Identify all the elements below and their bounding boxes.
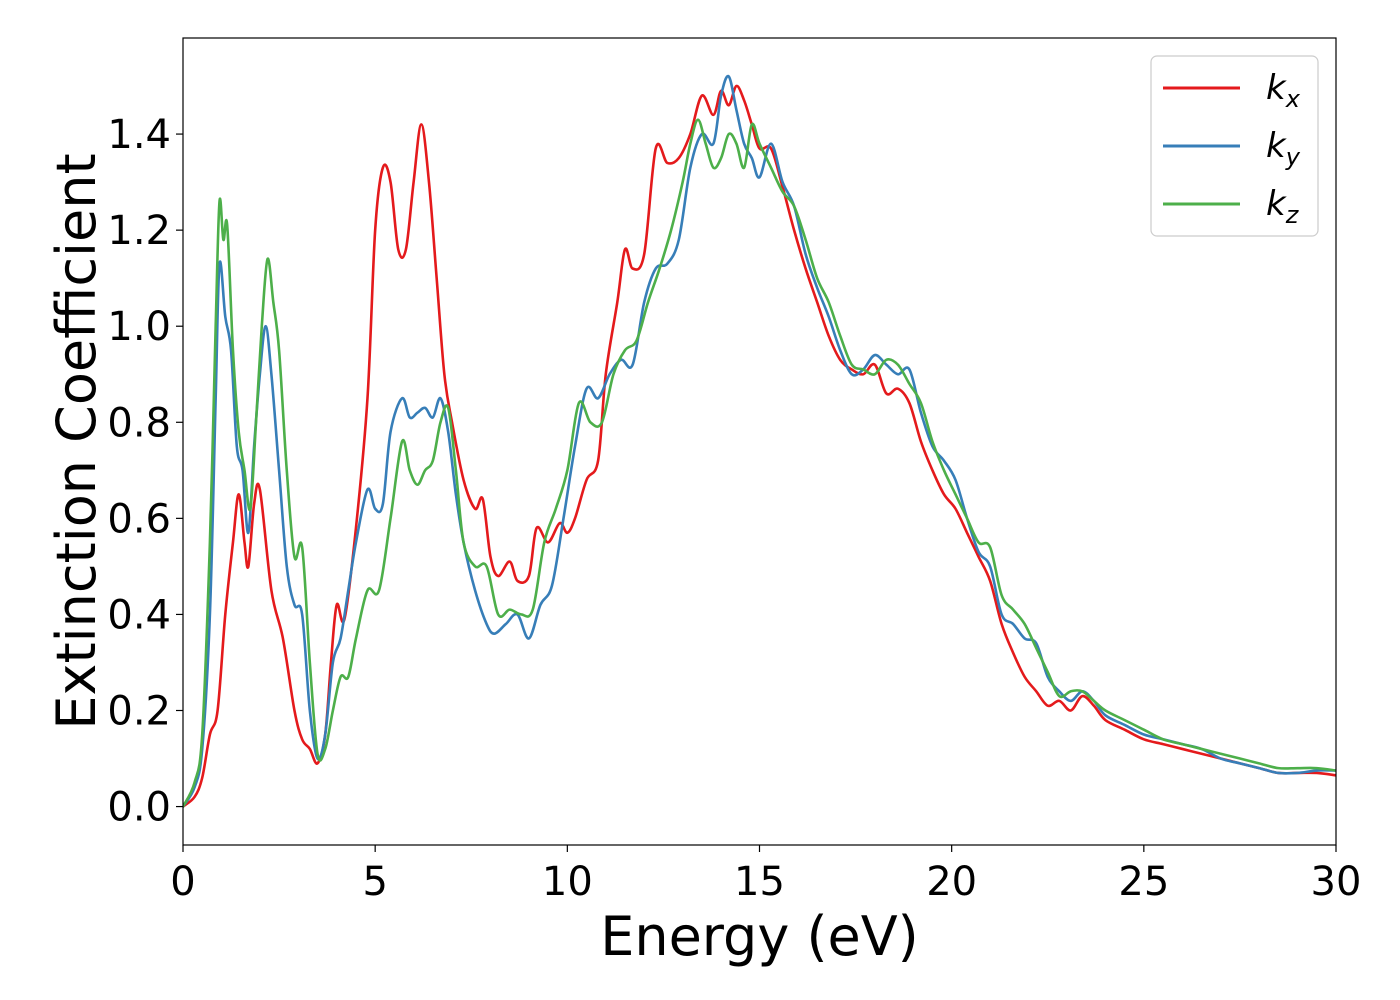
y-tick-label: 1.0 (107, 304, 171, 350)
y-tick-label: 0.0 (107, 785, 171, 831)
legend-label: ky (1266, 126, 1301, 171)
x-tick-label: 10 (542, 859, 593, 905)
x-tick-label: 20 (926, 859, 977, 905)
x-tick-label: 5 (362, 859, 387, 905)
series-layer (183, 74, 1336, 808)
x-tick-label: 15 (734, 859, 785, 905)
legend-label: kx (1266, 68, 1301, 113)
y-axis-title: Extinction Coefficient (45, 153, 108, 729)
legend: kx ky kz (1150, 55, 1319, 237)
x-tick-label: 30 (1311, 859, 1362, 905)
series-line-ky (183, 74, 1336, 808)
series-line-kz (183, 118, 1336, 808)
y-tick-label: 1.4 (107, 112, 171, 158)
y-tick-label: 0.4 (107, 592, 171, 638)
y-tick-label: 0.8 (107, 400, 171, 446)
x-axis-title: Energy (eV) (600, 905, 919, 968)
y-tick-label: 1.2 (107, 208, 171, 254)
x-tick-label: 0 (170, 859, 195, 905)
y-tick-label: 0.6 (107, 496, 171, 542)
x-tick-label: 25 (1118, 859, 1169, 905)
y-axis-ticks: 0.0 0.2 0.4 0.6 0.8 1.0 1.2 1.4 (107, 112, 183, 831)
x-axis-ticks: 0 5 10 15 20 25 30 (170, 845, 1361, 905)
legend-label: kz (1266, 184, 1300, 229)
y-tick-label: 0.2 (107, 689, 171, 735)
